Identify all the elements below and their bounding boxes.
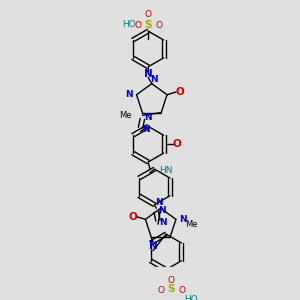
Text: N: N bbox=[179, 215, 187, 224]
Text: N: N bbox=[155, 198, 163, 207]
Text: O: O bbox=[175, 87, 184, 97]
Text: Me: Me bbox=[185, 220, 197, 229]
Text: N: N bbox=[158, 206, 165, 214]
Text: O: O bbox=[157, 286, 164, 295]
Text: O: O bbox=[172, 139, 181, 149]
Text: S: S bbox=[145, 20, 152, 30]
Text: O: O bbox=[168, 276, 175, 285]
Text: Me: Me bbox=[119, 111, 132, 120]
Text: O: O bbox=[134, 21, 141, 30]
Text: O: O bbox=[145, 10, 152, 19]
Text: HO: HO bbox=[184, 296, 198, 300]
Text: S: S bbox=[168, 284, 175, 294]
Text: N: N bbox=[160, 218, 167, 227]
Text: O: O bbox=[178, 286, 185, 295]
Text: O: O bbox=[155, 21, 162, 30]
Text: O: O bbox=[129, 212, 137, 222]
Text: N: N bbox=[142, 125, 150, 134]
Text: N: N bbox=[150, 75, 158, 84]
Text: N: N bbox=[144, 69, 153, 79]
Text: N: N bbox=[149, 241, 158, 251]
Text: N: N bbox=[144, 112, 152, 122]
Text: HN: HN bbox=[159, 167, 172, 176]
Text: N: N bbox=[126, 90, 133, 99]
Text: HO: HO bbox=[122, 20, 136, 29]
